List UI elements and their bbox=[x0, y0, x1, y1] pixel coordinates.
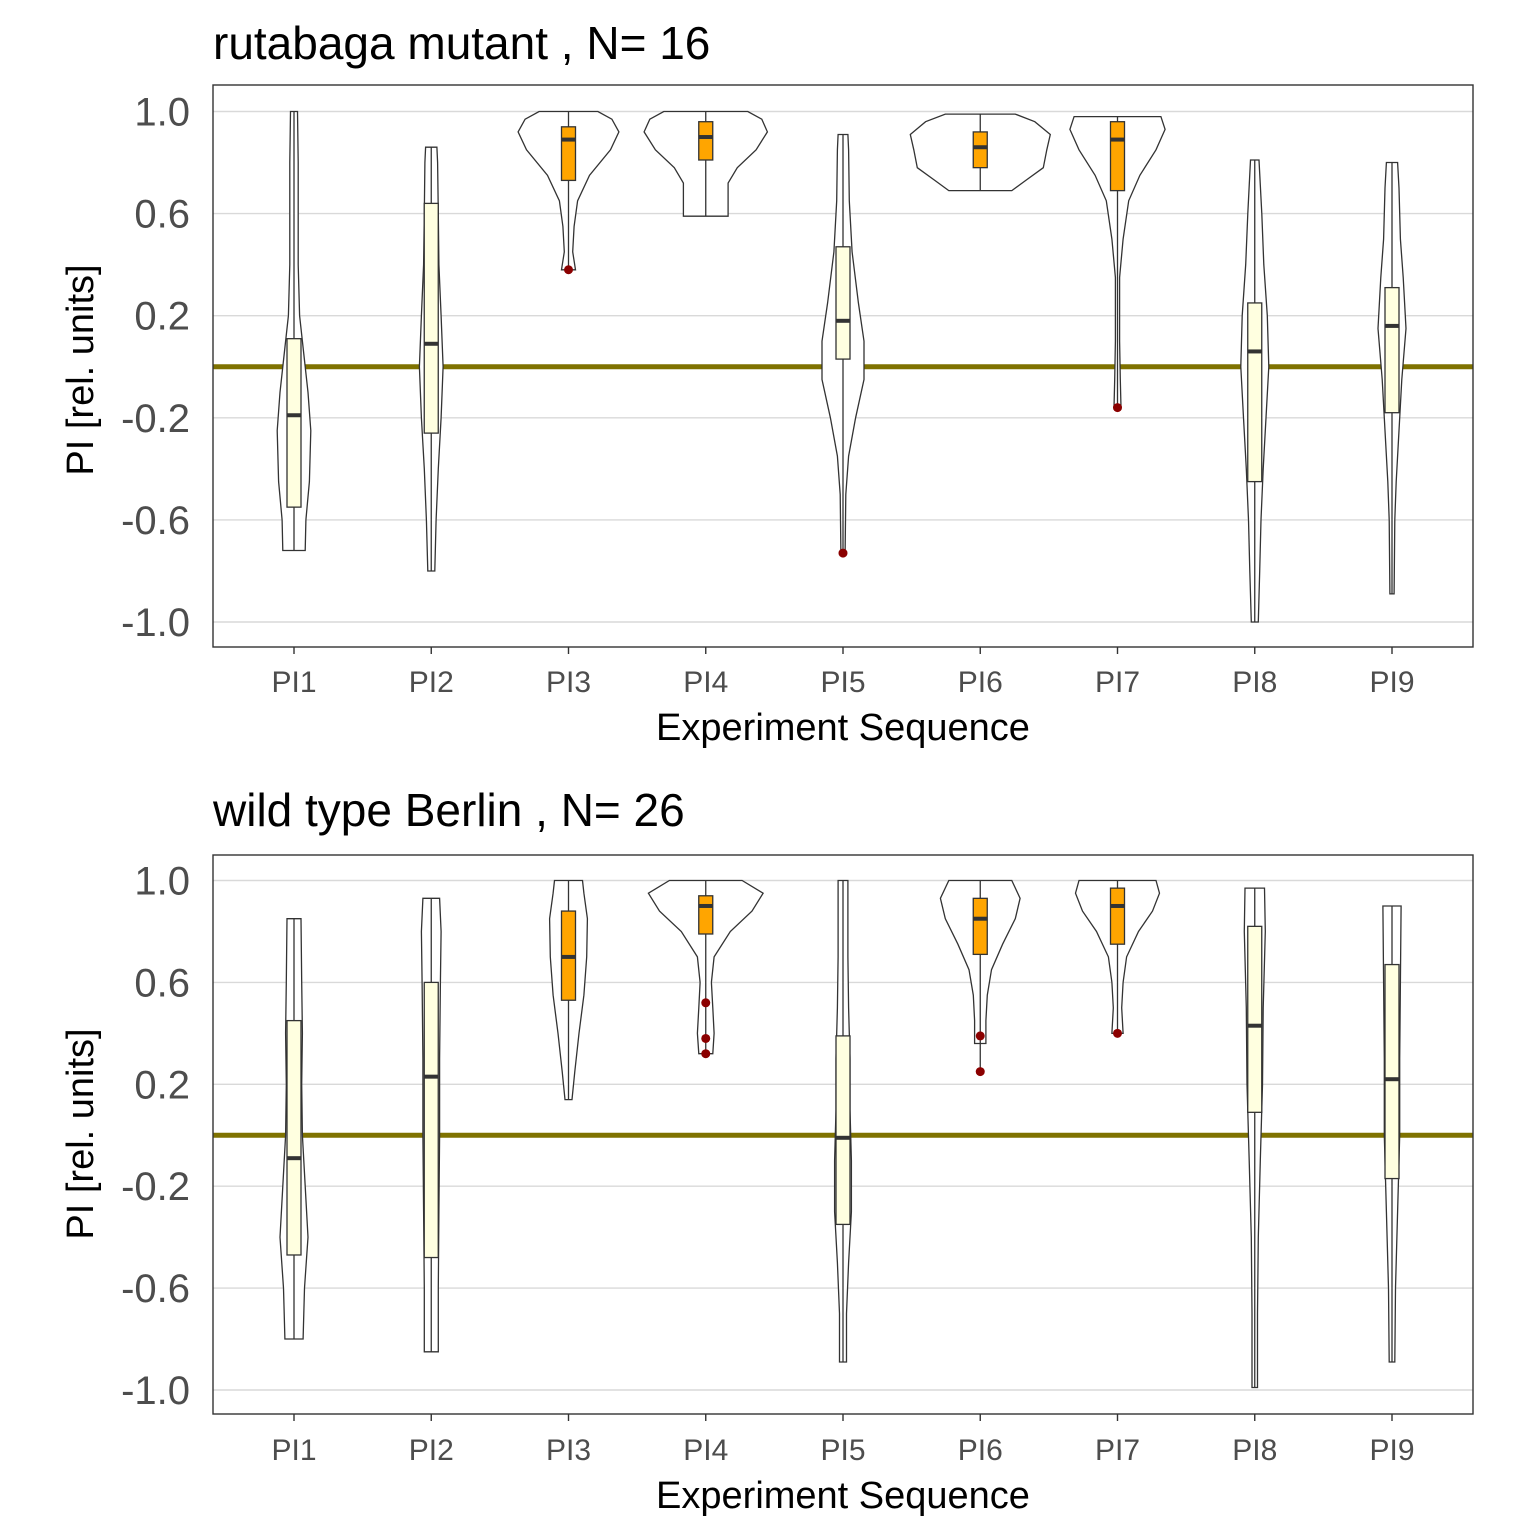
x-tick-label: PI2 bbox=[409, 666, 454, 699]
y-tick-label: 1.0 bbox=[134, 860, 190, 904]
box bbox=[286, 338, 302, 508]
box bbox=[423, 981, 439, 1259]
violin-group bbox=[939, 879, 1021, 1077]
box bbox=[972, 131, 988, 169]
box bbox=[1384, 286, 1400, 414]
y-tick-label: 0.6 bbox=[134, 193, 190, 237]
y-axis-title: PI [rel. units] bbox=[60, 264, 102, 475]
outlier-point bbox=[838, 548, 848, 558]
box bbox=[1109, 887, 1126, 945]
violin-group bbox=[279, 918, 309, 1340]
violin-group bbox=[1074, 879, 1161, 1038]
x-tick-label: PI1 bbox=[271, 1434, 316, 1467]
violin-group bbox=[1382, 905, 1402, 1363]
panel-title: rutabaga mutant , N= 16 bbox=[213, 17, 710, 69]
x-tick-label: PI8 bbox=[1232, 1434, 1277, 1467]
panel-title: wild type Berlin , N= 26 bbox=[212, 784, 685, 836]
x-tick-label: PI9 bbox=[1369, 666, 1414, 699]
x-tick-label: PI5 bbox=[820, 1434, 865, 1467]
violin-group bbox=[1240, 159, 1270, 623]
x-axis-title: Experiment Sequence bbox=[656, 1475, 1030, 1517]
violin-group bbox=[548, 879, 589, 1101]
y-tick-label: 0.6 bbox=[134, 961, 190, 1005]
outlier-point bbox=[975, 1031, 985, 1041]
y-tick-label: -1.0 bbox=[121, 1369, 190, 1413]
plot-frame bbox=[212, 854, 1474, 1415]
y-tick-label: -0.2 bbox=[121, 1165, 190, 1209]
x-tick-label: PI6 bbox=[958, 1434, 1003, 1467]
box bbox=[698, 121, 714, 161]
outlier-point bbox=[975, 1067, 985, 1077]
x-axis-title: Experiment Sequence bbox=[656, 707, 1030, 749]
box bbox=[423, 202, 439, 434]
plot-frame bbox=[212, 84, 1474, 648]
violin-group bbox=[909, 113, 1052, 192]
box bbox=[835, 246, 851, 360]
box bbox=[286, 1019, 302, 1256]
y-tick-label: -0.6 bbox=[121, 499, 190, 543]
x-tick-label: PI5 bbox=[820, 666, 865, 699]
panel-rutabaga: 1.0 0.6 0.2 -0.2 -0.6 -1.0 PI1 PI2 PI3 PI4 PI5 PI6 P… bbox=[121, 84, 1474, 699]
violin-group bbox=[647, 879, 764, 1059]
x-tick-label: PI9 bbox=[1369, 1434, 1414, 1467]
y-tick-label: -0.2 bbox=[121, 397, 190, 441]
x-tick-label: PI7 bbox=[1095, 666, 1140, 699]
violin-group bbox=[517, 110, 620, 275]
box bbox=[1247, 925, 1263, 1113]
y-tick-label: 0.2 bbox=[134, 295, 190, 339]
violin-group bbox=[418, 146, 444, 572]
violin-group bbox=[1243, 887, 1266, 1389]
box bbox=[972, 897, 988, 956]
outlier-point bbox=[701, 1049, 711, 1059]
x-tick-label: PI3 bbox=[546, 666, 591, 699]
outlier-point bbox=[1113, 1028, 1122, 1038]
box bbox=[560, 126, 577, 182]
x-tick-label: PI6 bbox=[958, 666, 1003, 699]
x-tick-label: PI8 bbox=[1232, 666, 1277, 699]
box bbox=[698, 895, 714, 935]
violin-group bbox=[420, 897, 442, 1353]
box bbox=[1109, 121, 1126, 192]
x-tick-label: PI4 bbox=[683, 1434, 728, 1467]
y-axis-title: PI [rel. units] bbox=[60, 1028, 102, 1239]
violin-group bbox=[643, 110, 769, 217]
violin-group bbox=[1069, 115, 1166, 413]
y-tick-label: -0.6 bbox=[121, 1267, 190, 1311]
outlier-point bbox=[701, 998, 711, 1008]
box bbox=[1247, 302, 1263, 483]
violin-group bbox=[821, 133, 865, 558]
box bbox=[1384, 963, 1400, 1180]
outlier-point bbox=[564, 265, 573, 275]
outlier-point bbox=[1113, 403, 1122, 413]
x-tick-label: PI1 bbox=[271, 666, 316, 699]
y-tick-label: 1.0 bbox=[134, 91, 190, 135]
y-tick-label: 0.2 bbox=[134, 1063, 190, 1107]
x-tick-label: PI2 bbox=[409, 1434, 454, 1467]
x-tick-label: PI7 bbox=[1095, 1434, 1140, 1467]
violin-group bbox=[1377, 161, 1407, 595]
panel-wild-type: 1.0 0.6 0.2 -0.2 -0.6 -1.0 PI1 PI2 PI3 PI4 PI5 PI6 P… bbox=[121, 854, 1474, 1467]
box bbox=[835, 1035, 851, 1226]
x-tick-label: PI3 bbox=[546, 1434, 591, 1467]
outlier-point bbox=[701, 1033, 711, 1043]
violin-group bbox=[833, 879, 853, 1363]
y-tick-label: -1.0 bbox=[121, 601, 190, 645]
violin-group bbox=[276, 110, 312, 552]
x-tick-label: PI4 bbox=[683, 666, 728, 699]
